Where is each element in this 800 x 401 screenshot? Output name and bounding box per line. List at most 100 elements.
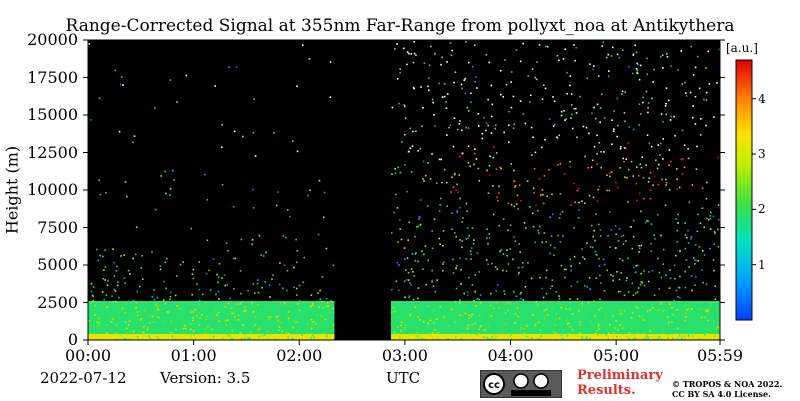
signal-pixel — [471, 284, 474, 286]
signal-pixel — [427, 162, 429, 164]
signal-pixel — [296, 330, 298, 332]
signal-pixel — [120, 76, 123, 78]
signal-pixel — [312, 302, 314, 305]
signal-pixel — [167, 311, 170, 314]
signal-pixel — [639, 64, 642, 67]
signal-pixel — [113, 275, 116, 278]
signal-pixel — [596, 334, 599, 336]
signal-pixel — [705, 310, 708, 313]
signal-pixel — [417, 225, 420, 228]
signal-pixel — [421, 311, 423, 313]
signal-pixel — [688, 201, 691, 204]
signal-pixel — [621, 93, 623, 95]
signal-pixel — [606, 189, 608, 192]
signal-pixel — [451, 228, 453, 231]
signal-pixel — [396, 261, 399, 264]
signal-pixel — [332, 329, 335, 331]
signal-pixel — [537, 229, 539, 232]
signal-pixel — [634, 271, 637, 274]
signal-pixel — [653, 234, 656, 236]
signal-pixel — [404, 258, 406, 261]
signal-pixel — [573, 108, 576, 110]
signal-pixel — [420, 86, 422, 88]
signal-pixel — [412, 298, 415, 301]
signal-pixel — [607, 234, 609, 237]
signal-pixel — [490, 132, 493, 134]
signal-pixel — [636, 199, 638, 202]
signal-pixel — [665, 113, 668, 116]
signal-pixel — [218, 320, 220, 323]
signal-pixel — [699, 222, 702, 225]
signal-pixel — [698, 309, 701, 311]
signal-pixel — [454, 71, 457, 73]
signal-pixel — [321, 275, 324, 278]
signal-pixel — [675, 218, 677, 220]
signal-pixel — [135, 226, 138, 229]
signal-pixel — [599, 107, 602, 109]
signal-pixel — [625, 158, 627, 161]
signal-pixel — [175, 328, 177, 331]
signal-pixel — [703, 254, 706, 256]
signal-pixel — [106, 337, 108, 340]
signal-pixel — [394, 48, 396, 50]
signal-pixel — [294, 301, 297, 303]
signal-pixel — [465, 202, 468, 205]
signal-pixel — [525, 323, 528, 326]
signal-pixel — [419, 199, 422, 201]
signal-pixel — [544, 87, 547, 90]
signal-pixel — [709, 247, 711, 250]
signal-pixel — [607, 53, 610, 56]
signal-pixel — [543, 84, 545, 87]
signal-pixel — [252, 283, 255, 285]
signal-pixel — [666, 336, 669, 339]
signal-pixel — [491, 333, 494, 336]
signal-pixel — [522, 324, 524, 327]
signal-pixel — [217, 276, 220, 278]
signal-pixel — [678, 186, 681, 189]
signal-pixel — [638, 315, 641, 318]
signal-pixel — [438, 237, 440, 240]
signal-pixel — [496, 284, 499, 286]
signal-pixel — [621, 327, 624, 329]
signal-pixel — [622, 332, 625, 334]
signal-pixel — [582, 125, 585, 128]
signal-pixel — [660, 302, 663, 304]
signal-pixel — [92, 286, 95, 288]
signal-pixel — [217, 311, 220, 314]
signal-pixel — [631, 338, 634, 340]
signal-pixel — [535, 204, 537, 207]
signal-pixel — [506, 249, 508, 251]
signal-pixel — [432, 337, 434, 340]
signal-pixel — [515, 49, 518, 51]
signal-pixel — [464, 92, 467, 95]
signal-pixel — [563, 336, 566, 339]
signal-pixel — [459, 239, 461, 241]
signal-pixel — [612, 46, 614, 49]
signal-pixel — [466, 210, 468, 213]
signal-pixel — [422, 268, 424, 271]
signal-pixel — [676, 241, 679, 243]
signal-pixel — [559, 213, 562, 216]
signal-pixel — [694, 316, 697, 318]
signal-pixel — [212, 258, 215, 261]
signal-pixel — [618, 228, 621, 230]
signal-pixel — [603, 318, 606, 320]
signal-pixel — [508, 141, 510, 144]
signal-pixel — [206, 199, 209, 201]
signal-pixel — [678, 286, 681, 289]
signal-pixel — [209, 289, 212, 291]
signal-pixel — [494, 266, 497, 268]
signal-pixel — [623, 294, 626, 297]
signal-pixel — [419, 147, 422, 150]
signal-pixel — [685, 330, 687, 332]
signal-pixel — [579, 321, 581, 323]
signal-pixel — [583, 202, 586, 205]
signal-pixel — [454, 172, 456, 175]
signal-pixel — [611, 143, 613, 146]
signal-pixel — [189, 337, 192, 339]
signal-pixel — [452, 272, 455, 274]
signal-pixel — [166, 338, 169, 340]
signal-pixel — [563, 321, 566, 324]
signal-pixel — [104, 266, 107, 268]
signal-pixel — [308, 337, 311, 339]
